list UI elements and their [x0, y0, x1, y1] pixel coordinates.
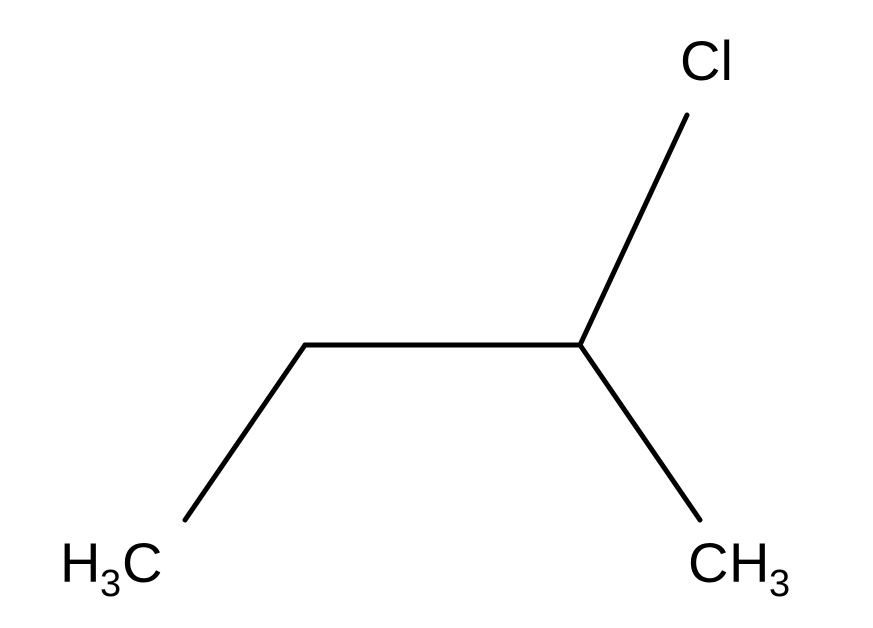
atom-label-C4: 3 [769, 563, 790, 605]
atom-label-C1: H [60, 531, 100, 594]
molecule-canvas: ClH3CCH3 [0, 0, 873, 628]
atom-label-Cl: Cl [680, 29, 733, 92]
atom-label-C1: 3 [100, 563, 121, 605]
atom-label-C4: H [729, 531, 769, 594]
atom-label-C1: C [122, 531, 162, 594]
atom-label-C4: C [688, 531, 728, 594]
